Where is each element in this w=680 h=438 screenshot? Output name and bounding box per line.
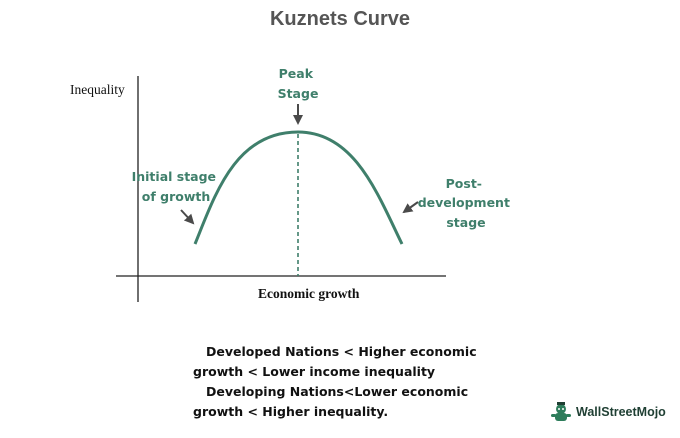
- brand-logo: WallStreetMojo: [550, 400, 675, 424]
- note-line-1: Developed Nations < Higher economic: [206, 344, 477, 359]
- initial-arrow-icon: [180, 209, 195, 225]
- post-label-line-3: stage: [446, 215, 485, 230]
- x-axis-label: Economic growth: [258, 286, 360, 301]
- initial-stage-label: Initial stage of growth: [132, 169, 221, 204]
- peak-label-line-1: Peak: [279, 66, 314, 81]
- post-label-line-1: Post-: [446, 176, 482, 191]
- post-development-label: Post- development stage: [418, 176, 515, 230]
- y-axis-label: Inequality: [70, 82, 125, 97]
- note-line-4: growth < Higher inequality.: [193, 404, 389, 419]
- brand-name: WallStreetMojo: [576, 405, 666, 419]
- peak-label: Peak Stage: [278, 66, 319, 101]
- diagram-title: Kuznets Curve: [269, 8, 411, 30]
- post-label-line-2: development: [418, 195, 510, 210]
- kuznets-curve: [193, 130, 404, 245]
- note-line-2: growth < Lower income inequality: [193, 364, 436, 379]
- note-line-3: Developing Nations<Lower economic: [206, 384, 469, 399]
- brand-mascot-icon: [551, 402, 571, 421]
- initial-label-line-1: Initial stage: [132, 169, 216, 184]
- peak-label-line-2: Stage: [278, 86, 319, 101]
- post-arrow-icon: [402, 201, 419, 214]
- initial-label-line-2: of growth: [142, 189, 211, 204]
